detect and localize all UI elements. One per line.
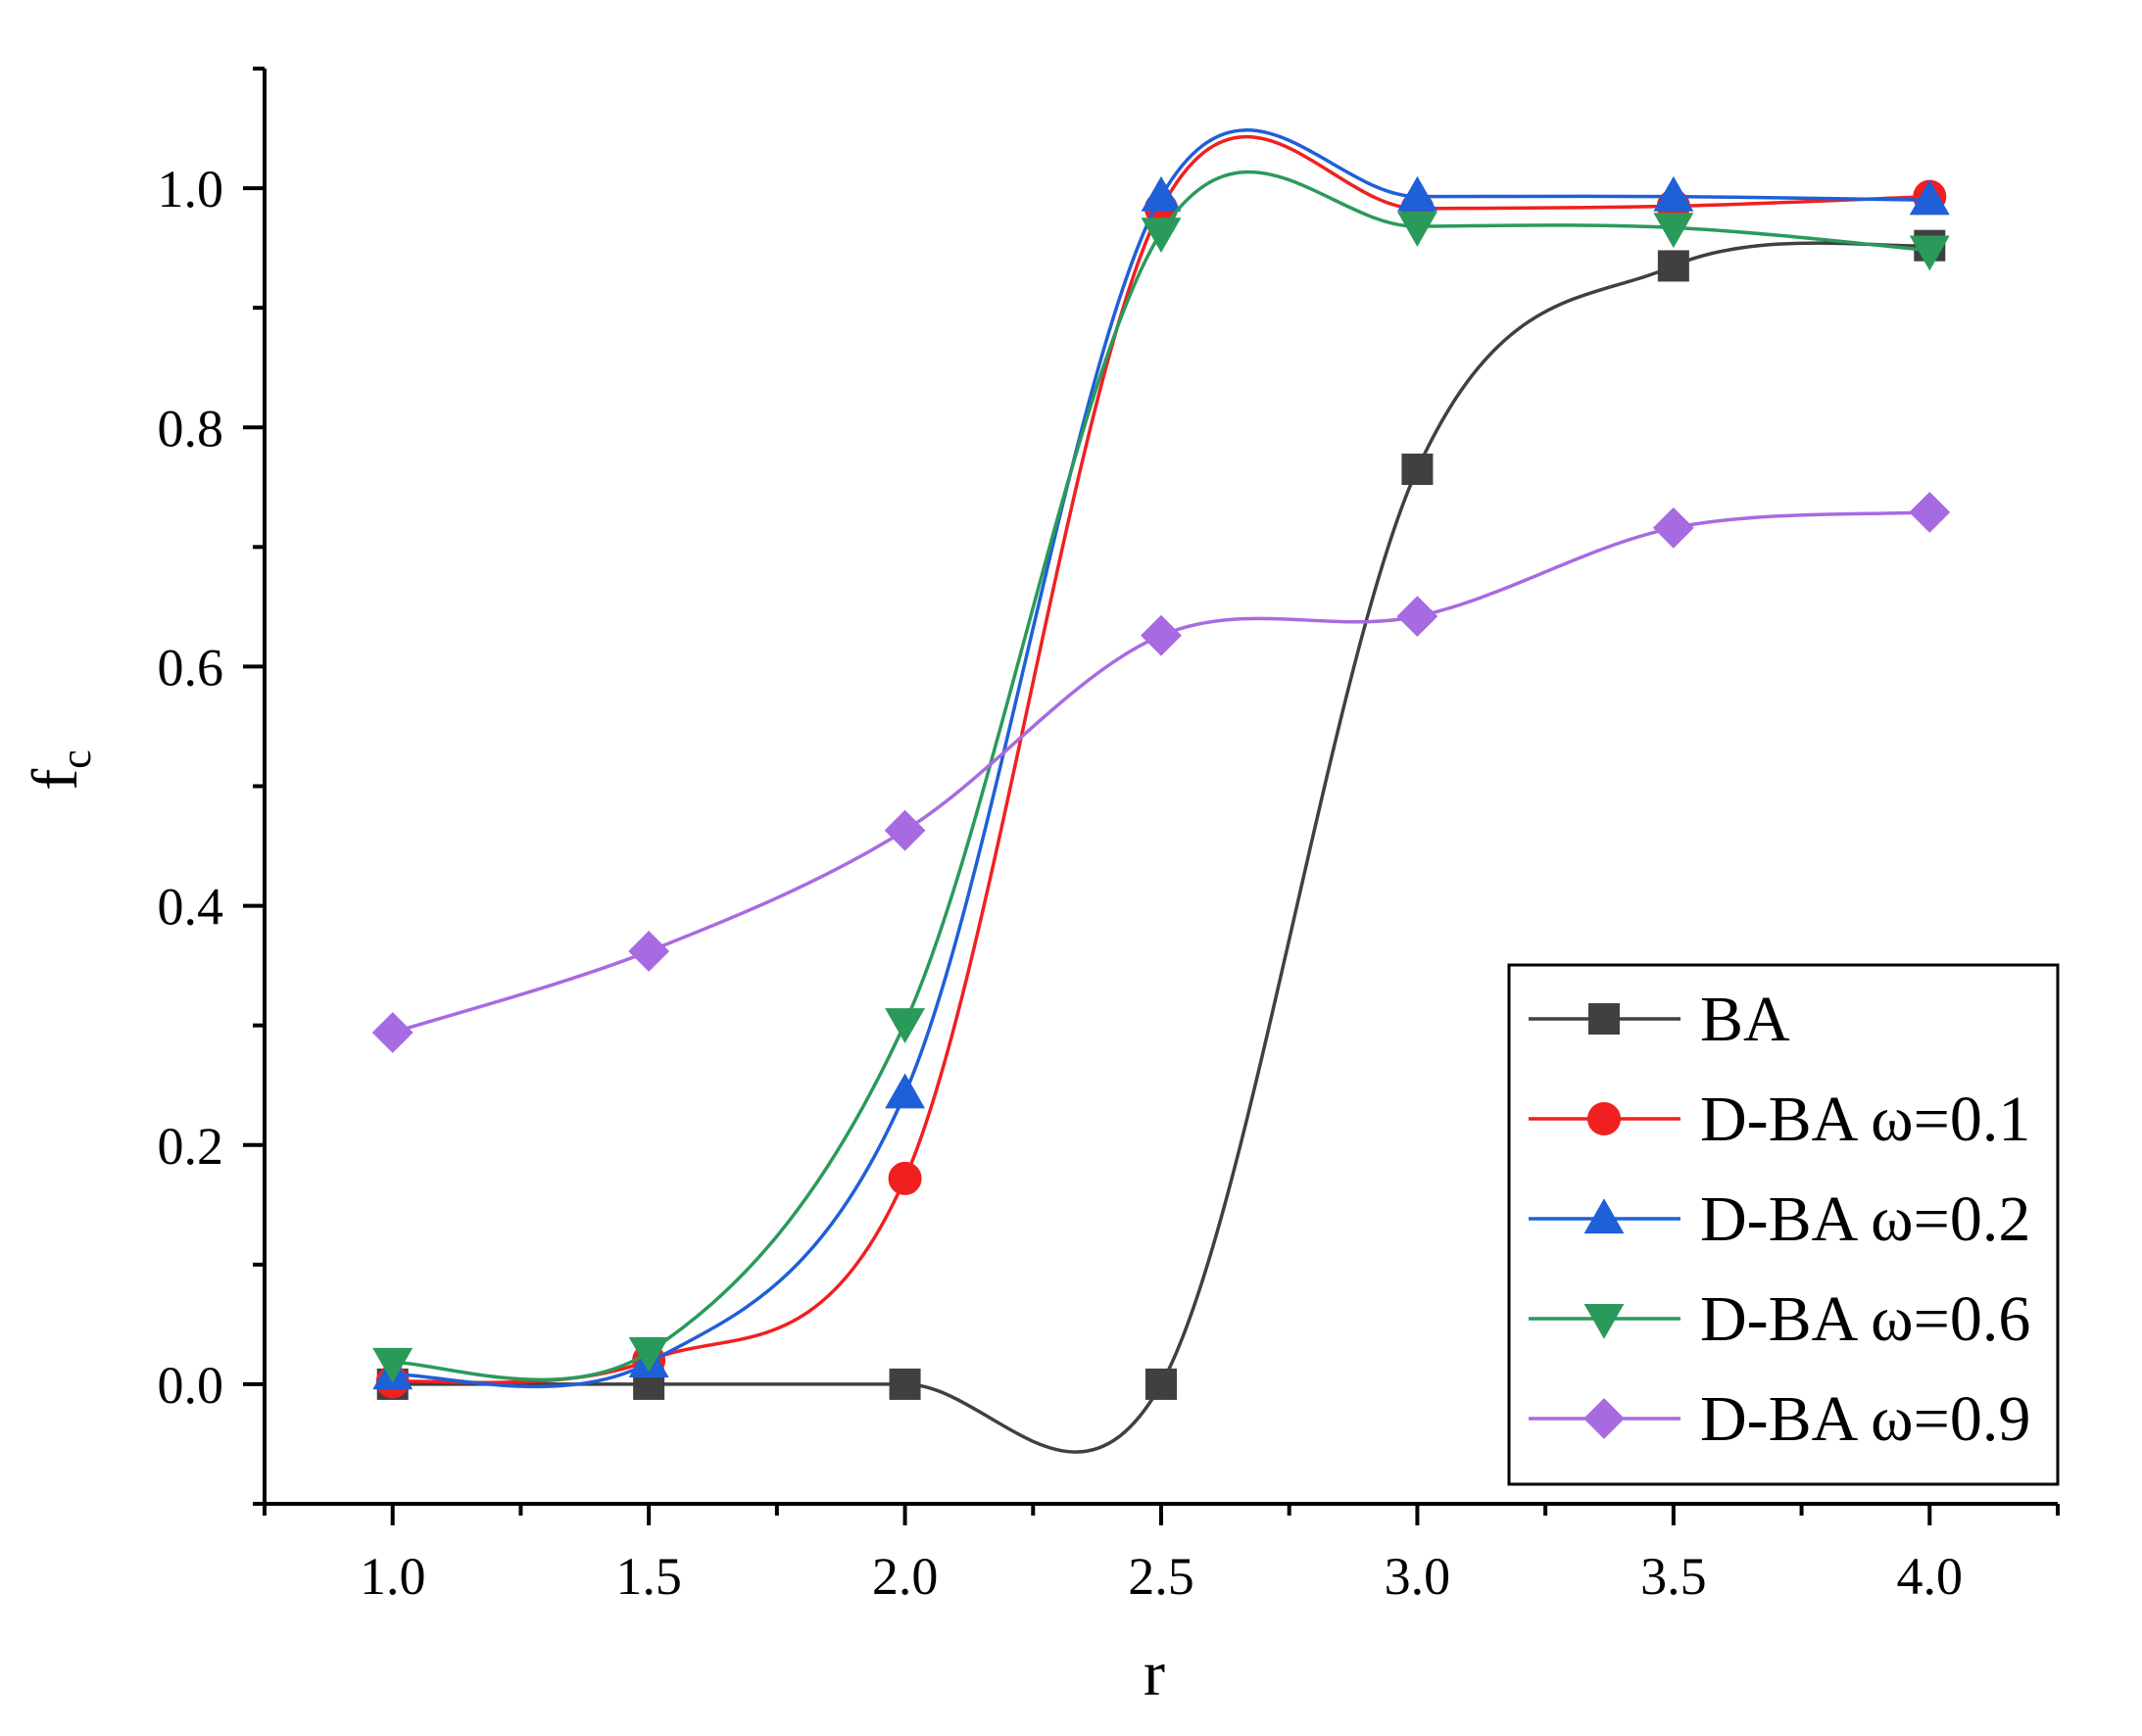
series-3 [372,169,1950,1383]
data-point [371,1012,414,1053]
data-point [889,1368,921,1400]
legend-marker [1587,1102,1621,1135]
legend-item: D-BA ω=0.1 [1529,1084,2030,1155]
data-point [885,1008,926,1043]
data-point [1909,235,1950,271]
data-point [1653,175,1694,212]
data-point [1396,175,1437,212]
series-line [392,510,1930,1035]
y-tick-label: 1.0 [158,160,224,218]
legend-label: BA [1700,984,1790,1055]
legend-marker [1583,1303,1625,1339]
y-tick-label: 0.2 [158,1117,224,1176]
legend-label: D-BA ω=0.9 [1700,1383,2030,1455]
x-axis-title: r [1144,1638,1165,1710]
legend-label: D-BA ω=0.2 [1700,1183,2030,1255]
axes: 1.0 1.5 2.0 2.5 3.0 3.5 4.0 0.0 0.2 0.4 0.6 0.8 1.0 [158,67,2060,1606]
data-point [1657,250,1689,282]
x-tick-label: 3.5 [1640,1547,1707,1606]
data-point [1141,614,1182,656]
data-point [372,1347,414,1383]
legend-marker [1583,1398,1625,1439]
data-point [1653,213,1694,249]
legend-item: D-BA ω=0.2 [1529,1183,2030,1255]
legend-marker [1583,1198,1625,1234]
x-tick-label: 3.0 [1385,1547,1451,1606]
legend-box [1507,963,2060,1486]
legend: BA D-BA ω=0.1 D-BA ω=0.2 D-BA ω=0.6 D-BA ω=0… [1507,963,2060,1486]
x-tick-label: 1.5 [615,1547,682,1606]
data-point [1401,453,1434,485]
legend-label: D-BA ω=0.6 [1700,1283,2030,1355]
y-tick-label: 0.8 [158,399,224,458]
data-point [1396,212,1437,247]
data-point [1145,1368,1177,1400]
data-point [1909,492,1951,533]
series-line [392,169,1930,1382]
legend-item: D-BA ω=0.6 [1529,1283,2030,1355]
legend-marker [1588,1003,1620,1035]
x-tick-label: 2.0 [872,1547,939,1606]
series-line [392,241,1930,1454]
data-point [884,809,926,851]
x-tick-label: 2.5 [1128,1547,1194,1606]
data-point [1141,175,1182,212]
y-axis-title: fc [20,749,100,791]
data-point [628,931,670,972]
legend-item: BA [1529,984,1790,1055]
y-tick-label: 0.6 [158,638,224,697]
legend-label: D-BA ω=0.1 [1700,1084,2030,1155]
y-tick-label: 0.0 [158,1356,224,1415]
x-tick-label: 1.0 [360,1547,426,1606]
y-axis-title-main: f [20,769,91,791]
legend-item: D-BA ω=0.9 [1529,1383,2030,1455]
data-point [888,1161,922,1195]
data-point [1652,506,1694,549]
series-layer [371,128,1951,1454]
series-4 [371,492,1951,1053]
y-axis-title-subscript: c [52,749,100,769]
data-point [885,1073,926,1109]
data-point [628,1336,669,1373]
data-point [1909,179,1950,216]
series-line [392,128,1930,1389]
x-tick-label: 4.0 [1897,1547,1964,1606]
y-tick-label: 0.4 [158,878,224,937]
data-point [1141,217,1182,254]
data-point [1396,596,1438,638]
